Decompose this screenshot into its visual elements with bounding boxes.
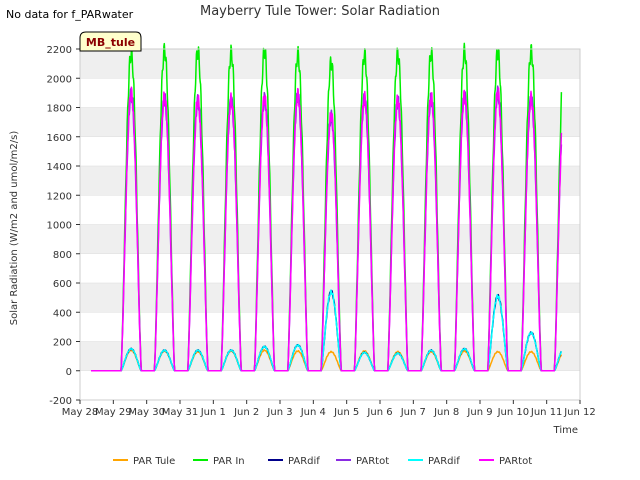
legend-label: PAR Tule xyxy=(133,456,175,467)
legend-label: PARdif xyxy=(428,456,460,467)
legend-label: PARtot xyxy=(356,456,389,467)
x-tick-label: Jun 4 xyxy=(300,407,326,418)
x-tick-label: Jun 3 xyxy=(266,407,292,418)
y-tick-label: 1200 xyxy=(47,191,72,202)
x-tick-label: Jun 10 xyxy=(497,407,530,418)
grid-band xyxy=(80,136,580,166)
x-tick-label: May 29 xyxy=(95,407,132,418)
legend-label: PARtot xyxy=(499,456,532,467)
grid-bands xyxy=(80,49,580,401)
y-axis: -200 0 200 400 600 800 1000 1200 1400 1600 1800 200… xyxy=(47,45,80,407)
y-tick-label: 0 xyxy=(66,367,72,378)
legend-label: PAR In xyxy=(213,456,245,467)
x-tick-label: Jun 2 xyxy=(233,407,259,418)
grid-band xyxy=(80,312,580,342)
x-tick-label: Jun 8 xyxy=(433,407,459,418)
y-tick-label: 1600 xyxy=(47,133,72,144)
x-tick-label: Jun 6 xyxy=(366,407,392,418)
grid-band xyxy=(80,224,580,254)
legend-label: PARdif xyxy=(288,456,320,467)
x-tick-label: Jun 7 xyxy=(400,407,426,418)
y-axis-label: Solar Radiation (W/m2 and umol/m2/s) xyxy=(9,131,20,326)
chart-title: Mayberry Tule Tower: Solar Radiation xyxy=(199,4,440,19)
y-tick-label: 1800 xyxy=(47,104,72,115)
grid-band xyxy=(80,341,580,371)
grid-band xyxy=(80,195,580,225)
x-tick-label: Jun 5 xyxy=(333,407,359,418)
y-tick-label: 200 xyxy=(53,338,72,349)
site-badge: MB_tule xyxy=(79,31,142,52)
grid-band xyxy=(80,370,580,400)
y-tick-label: -200 xyxy=(49,396,72,407)
y-tick-label: 800 xyxy=(53,250,72,261)
y-tick-label: 1000 xyxy=(47,221,72,232)
grid-band xyxy=(80,253,580,283)
x-tick-label: May 30 xyxy=(128,407,165,418)
site-badge-shape xyxy=(79,31,142,52)
y-tick-label: 400 xyxy=(53,308,72,319)
series-line xyxy=(90,86,563,372)
x-tick-label: Jun 1 xyxy=(200,407,226,418)
legend: PAR Tule PAR In PARdif PARtot PARdif PARtot xyxy=(113,456,532,467)
no-data-note: No data for f_PARwater xyxy=(6,8,134,21)
y-tick-label: 600 xyxy=(53,279,72,290)
x-tick-label: Jun 11 xyxy=(530,407,563,418)
x-tick-label: Jun 9 xyxy=(466,407,492,418)
series-lines xyxy=(90,42,563,372)
y-tick-label: 2200 xyxy=(47,45,72,56)
y-tick-label: 2000 xyxy=(47,74,72,85)
site-badge-label: MB_tule xyxy=(86,36,135,49)
grid-band xyxy=(80,166,580,196)
x-axis-label: Time xyxy=(553,425,578,436)
x-tick-label: May 28 xyxy=(62,407,99,418)
x-tick-label: Jun 12 xyxy=(563,407,596,418)
y-tick-label: 1400 xyxy=(47,162,72,173)
x-tick-label: May 31 xyxy=(162,407,199,418)
